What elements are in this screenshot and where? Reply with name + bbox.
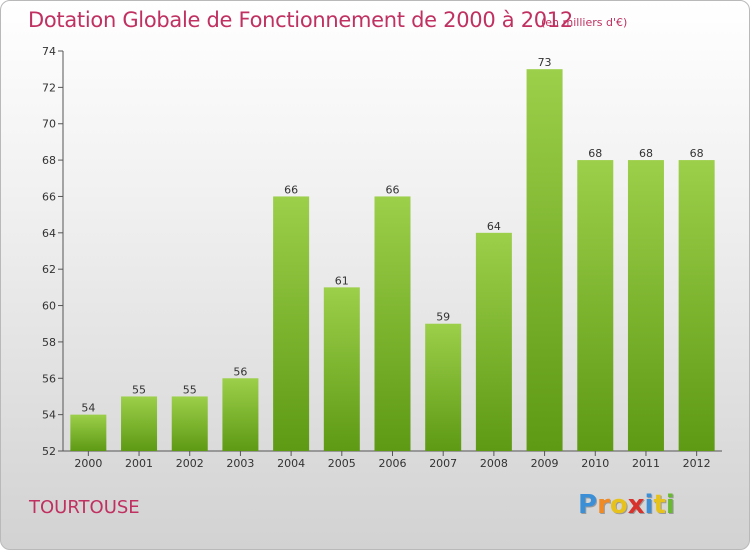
data-label: 66: [284, 183, 298, 196]
town-name: TOURTOUSE: [29, 497, 140, 518]
x-tick-label: 2012: [683, 457, 711, 470]
bars-group: [70, 69, 715, 451]
x-tick-label: 2010: [581, 457, 609, 470]
y-tick-label: 54: [42, 409, 56, 422]
x-axis: 2000 2001 2002 2003 2004 2005 2006 2007 2008 2009…: [63, 450, 722, 470]
bar[interactable]: [526, 69, 563, 451]
data-label: 68: [639, 147, 653, 160]
x-tick-label: 2008: [480, 457, 508, 470]
x-tick-label: 2005: [328, 457, 356, 470]
x-tick-label: 2006: [379, 457, 407, 470]
y-tick-label: 58: [42, 336, 56, 349]
bar[interactable]: [425, 323, 462, 451]
data-label: 73: [538, 56, 552, 69]
y-tick-label: 62: [42, 263, 56, 276]
y-tick-label: 64: [42, 227, 56, 240]
data-label: 59: [436, 311, 450, 324]
data-label: 55: [183, 383, 197, 396]
data-label: 68: [588, 147, 602, 160]
bar[interactable]: [374, 196, 411, 451]
y-axis: 52 54 56 58 60 62 64 66 68 70 72 74: [42, 45, 64, 458]
logo-letter: t: [653, 490, 666, 520]
bar[interactable]: [475, 232, 512, 451]
data-label: 56: [233, 365, 247, 378]
x-tick-label: 2001: [125, 457, 153, 470]
data-label: 54: [81, 402, 95, 415]
x-tick-label: 2007: [429, 457, 457, 470]
bar[interactable]: [121, 396, 158, 451]
logo-letter: i: [665, 490, 675, 520]
bar[interactable]: [171, 396, 208, 451]
data-label: 68: [690, 147, 704, 160]
bar[interactable]: [627, 160, 664, 451]
data-label: 55: [132, 383, 146, 396]
chart-subtitle: (en milliers d'€): [541, 16, 628, 29]
y-tick-label: 74: [42, 45, 56, 58]
bar[interactable]: [70, 414, 107, 451]
y-tick-label: 52: [42, 445, 56, 458]
chart-title: Dotation Globale de Fonctionnement de 20…: [28, 8, 573, 32]
y-tick-label: 68: [42, 154, 56, 167]
x-tick-label: 2002: [176, 457, 204, 470]
bar[interactable]: [323, 287, 360, 451]
bar[interactable]: [577, 160, 614, 451]
bar[interactable]: [273, 196, 310, 451]
x-tick-label: 2000: [74, 457, 102, 470]
y-tick-label: 66: [42, 190, 56, 203]
bar[interactable]: [222, 378, 259, 451]
x-tick-label: 2003: [226, 457, 254, 470]
data-labels-group: 54 55 55 56 66 61 66 59 64 73 68 68 68: [81, 56, 703, 414]
proxiti-logo[interactable]: Proxiti: [578, 490, 675, 520]
y-tick-label: 56: [42, 372, 56, 385]
x-tick-label: 2004: [277, 457, 305, 470]
logo-letter: o: [609, 490, 628, 520]
bar[interactable]: [678, 160, 715, 451]
logo-letter: P: [578, 490, 598, 520]
logo-letter: x: [627, 490, 645, 520]
x-tick-label: 2011: [632, 457, 660, 470]
logo-letter: i: [644, 490, 654, 520]
x-tick-label: 2009: [531, 457, 559, 470]
data-label: 66: [386, 183, 400, 196]
y-tick-label: 70: [42, 118, 56, 131]
data-label: 61: [335, 274, 349, 287]
y-tick-label: 72: [42, 81, 56, 94]
y-tick-label: 60: [42, 300, 56, 313]
logo-letter: r: [597, 490, 610, 520]
data-label: 64: [487, 220, 501, 233]
